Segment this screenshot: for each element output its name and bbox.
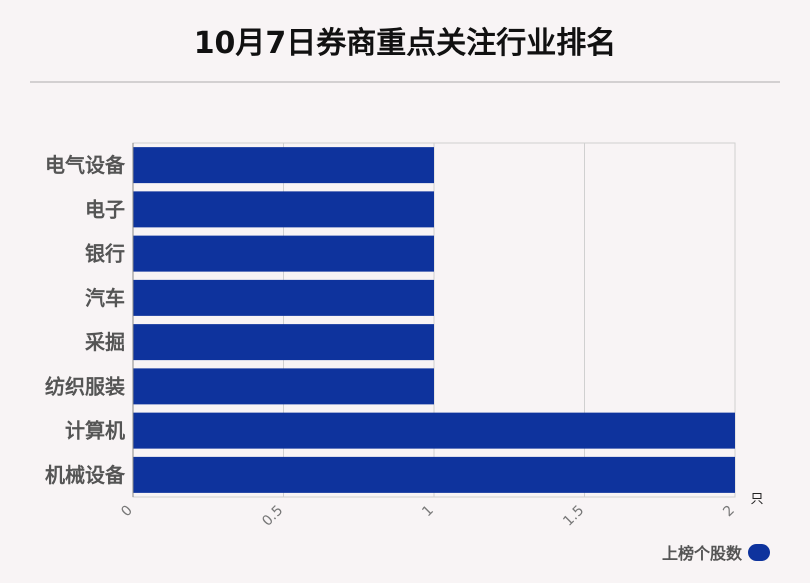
x-tick-label: 0: [118, 503, 136, 521]
x-tick-label: 1.5: [560, 503, 587, 530]
x-unit-label: 只: [750, 492, 763, 507]
bar: [133, 324, 434, 361]
bar: [133, 368, 434, 405]
legend: 上榜个股数: [662, 540, 770, 564]
category-label: 纺织服装: [45, 374, 125, 398]
bar: [133, 279, 434, 316]
bar: [133, 412, 735, 449]
category-label: 计算机: [65, 419, 125, 443]
title-divider: [30, 81, 780, 83]
category-label: 电子: [85, 197, 125, 221]
bar: [133, 147, 434, 184]
x-tick-label: 1: [419, 503, 437, 521]
category-label: 机械设备: [45, 463, 126, 487]
bar: [133, 191, 434, 228]
legend-swatch[interactable]: [748, 543, 770, 561]
category-label: 采掘: [85, 330, 125, 354]
x-tick-label: 2: [720, 503, 738, 521]
category-label: 银行: [85, 242, 125, 266]
bar: [133, 235, 434, 272]
bar: [133, 456, 735, 493]
x-tick-label: 0.5: [259, 503, 286, 530]
legend-label: 上榜个股数: [661, 544, 742, 563]
category-label: 电气设备: [45, 153, 126, 177]
category-label: 汽车: [85, 286, 125, 310]
chart-title: 10月7日券商重点关注行业排名: [193, 26, 617, 61]
